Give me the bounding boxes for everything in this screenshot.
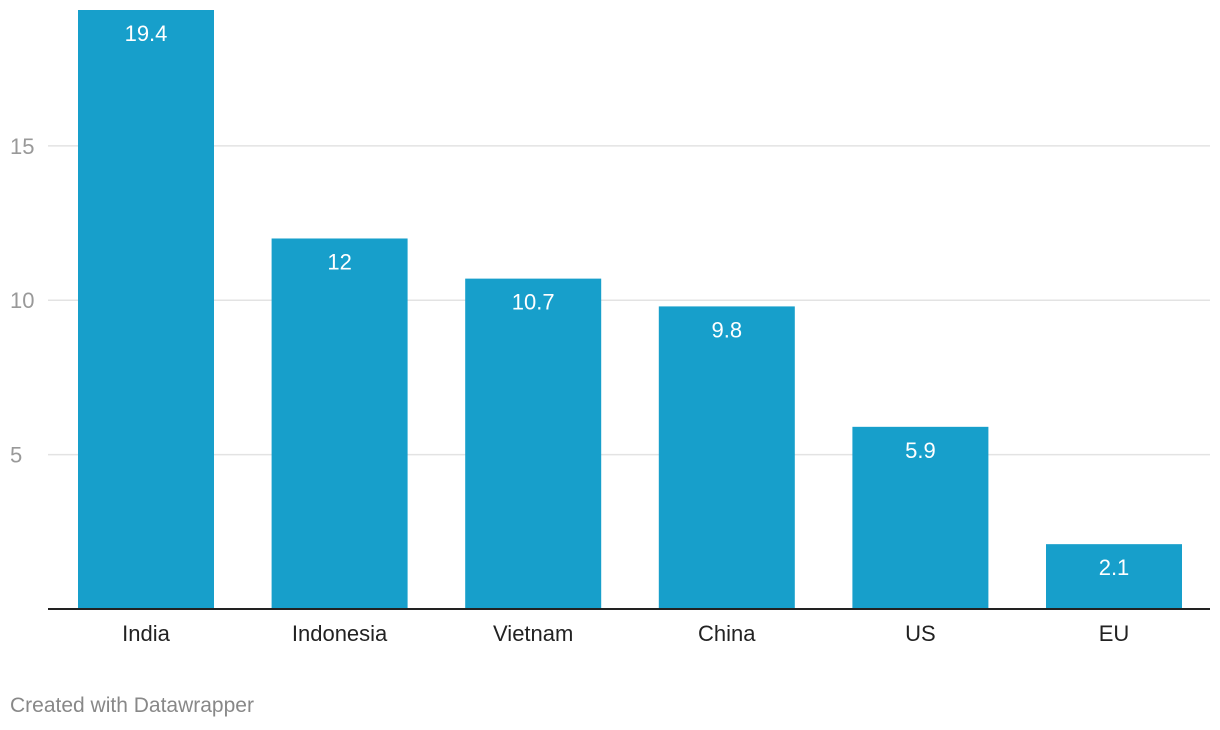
x-category-label: Vietnam	[493, 621, 573, 646]
bar-value-label: 10.7	[512, 290, 555, 315]
bar-india	[78, 10, 214, 609]
bar-china	[658, 306, 795, 609]
bar-value-label: 2.1	[1099, 555, 1130, 580]
bar-chart: 5 10 15 19.4 India 12 Indonesia 10.7 Vietnam 9.8 C…	[10, 10, 1210, 646]
bars	[78, 10, 1182, 609]
labels: 5 10 15 19.4 India 12 Indonesia 10.7 Vietnam 9.8 C…	[10, 21, 1129, 646]
datawrapper-credit: Created with Datawrapper	[10, 694, 254, 717]
y-tick-label: 15	[10, 134, 34, 159]
bar-indonesia	[271, 238, 408, 609]
bar-value-label: 9.8	[712, 317, 743, 342]
bar-us	[852, 426, 989, 609]
x-category-label: US	[905, 621, 936, 646]
bar-eu	[1046, 544, 1182, 609]
bar-value-label: 19.4	[125, 21, 168, 46]
bar-value-label: 5.9	[905, 438, 936, 463]
x-category-label: Indonesia	[292, 621, 388, 646]
gridlines	[48, 145, 1210, 456]
y-tick-label: 10	[10, 288, 34, 313]
x-category-label: EU	[1099, 621, 1130, 646]
x-category-label: China	[698, 621, 756, 646]
y-tick-label: 5	[10, 443, 22, 468]
x-category-label: India	[122, 621, 170, 646]
bar-vietnam	[465, 278, 602, 609]
bar-value-label: 12	[327, 249, 351, 274]
